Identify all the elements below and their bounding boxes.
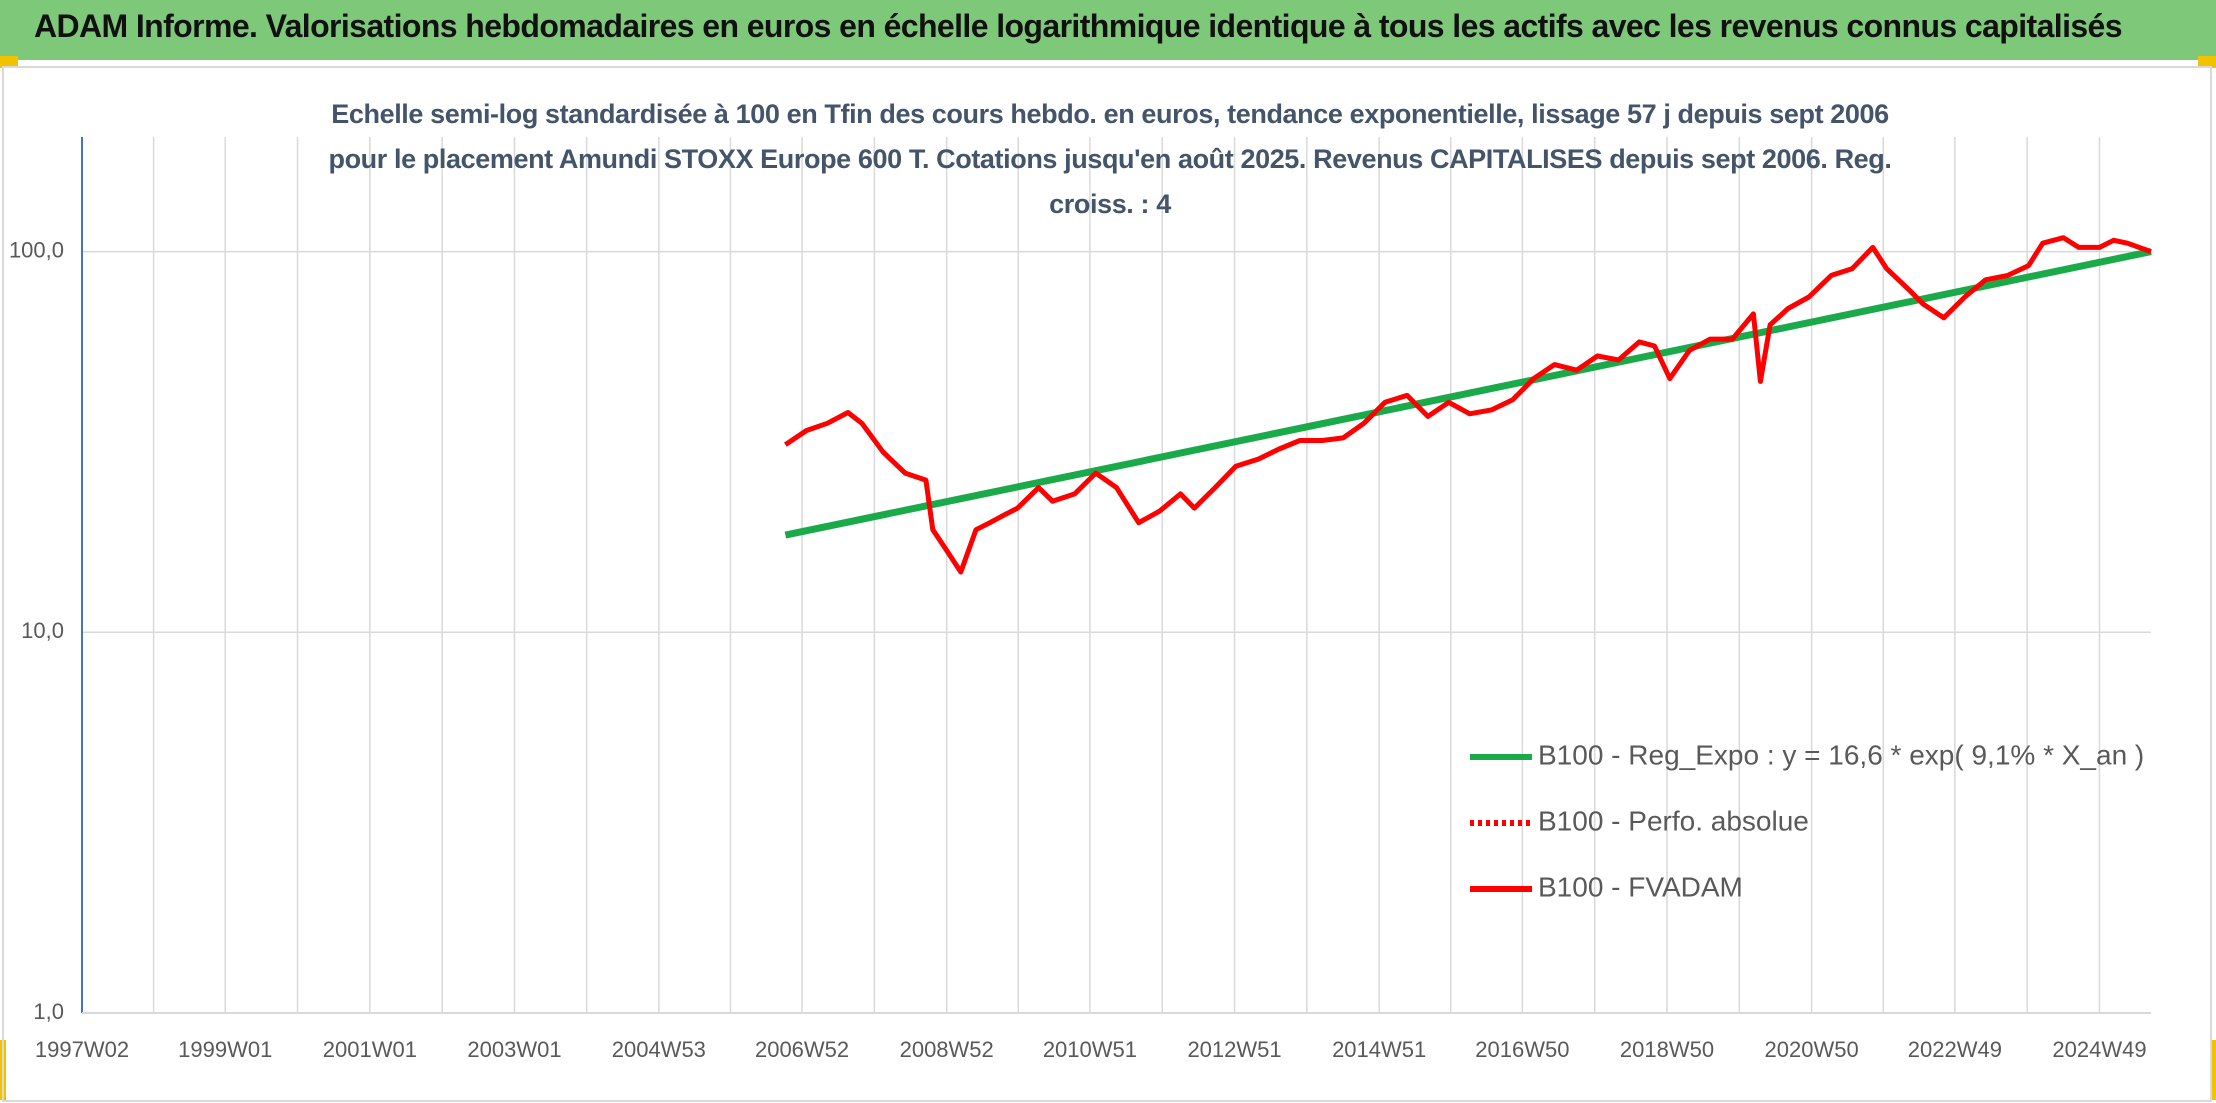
corner-mark bbox=[2210, 1040, 2216, 1100]
legend-label: B100 - Reg_Expo : y = 16,6 * exp( 9,1% *… bbox=[1538, 739, 2144, 770]
chart-title: ADAM Informe. Valorisations hebdomadaire… bbox=[34, 8, 2123, 44]
y-tick-label: 1,0 bbox=[33, 999, 64, 1024]
x-tick-label: 2008W52 bbox=[900, 1037, 994, 1062]
x-tick-label: 2018W50 bbox=[1620, 1037, 1714, 1062]
x-tick-label: 2006W52 bbox=[755, 1037, 849, 1062]
data-line bbox=[784, 235, 2152, 575]
chart-frame bbox=[2, 66, 2212, 1102]
y-tick-label: 10,0 bbox=[21, 618, 64, 643]
x-tick-label: 2010W51 bbox=[1043, 1037, 1137, 1062]
x-tick-label: 2012W51 bbox=[1187, 1037, 1281, 1062]
x-tick-label: 2014W51 bbox=[1332, 1037, 1426, 1062]
corner-mark bbox=[0, 56, 18, 68]
x-tick-label: 1997W02 bbox=[35, 1037, 129, 1062]
x-tick-label: 2001W01 bbox=[323, 1037, 417, 1062]
chart-subtitle: Echelle semi-log standardisée à 100 en T… bbox=[328, 99, 1892, 219]
legend-label: B100 - Perfo. absolue bbox=[1538, 805, 1809, 836]
legend-label: B100 - FVADAM bbox=[1538, 871, 1743, 902]
x-tick-label: 2024W49 bbox=[2052, 1037, 2146, 1062]
x-tick-label: 2003W01 bbox=[467, 1037, 561, 1062]
y-tick-label: 100,0 bbox=[9, 237, 64, 262]
corner-mark bbox=[2198, 56, 2216, 68]
header-bar bbox=[0, 0, 2216, 60]
data-line bbox=[784, 248, 2152, 539]
x-tick-label: 2022W49 bbox=[1908, 1037, 2002, 1062]
x-tick-label: 2016W50 bbox=[1475, 1037, 1569, 1062]
x-tick-label: 2020W50 bbox=[1765, 1037, 1859, 1062]
x-tick-label: 1999W01 bbox=[178, 1037, 272, 1062]
x-tick-label: 2004W53 bbox=[612, 1037, 706, 1062]
